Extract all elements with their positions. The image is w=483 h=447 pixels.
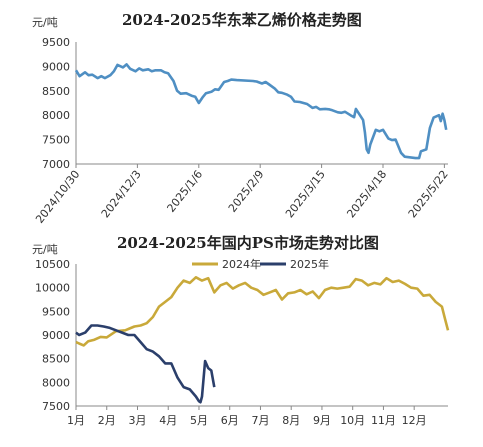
chart1-y-unit-label: 元/吨 (32, 16, 58, 29)
chart1-x-tick-label: 2025/4/18 (344, 168, 389, 220)
chart2-x-tick-label: 2月 (98, 414, 116, 427)
chart1-x-tick-label: 2024/10/30 (33, 168, 82, 226)
chart2-series-line (75, 324, 216, 404)
chart1-y-tick-label: 8000 (42, 109, 70, 122)
chart2-x-tick-label: 12月 (402, 414, 427, 427)
chart2-x-tick-label: 10月 (340, 414, 365, 427)
chart1-y-tick-label: 7500 (42, 134, 70, 147)
chart2-y-tick-label: 9000 (42, 329, 70, 342)
chart2-y-tick-label: 9500 (42, 305, 70, 318)
chart2-legend-label: 2024年 (222, 257, 261, 271)
chart2-title: 2024-2025年国内PS市场走势对比图 (117, 234, 379, 252)
chart2-x-tick-label: 5月 (190, 414, 208, 427)
chart2-y-tick-label: 10500 (35, 258, 70, 271)
chart2-y-tick-label: 10000 (35, 282, 70, 295)
chart2-x-tick-label: 6月 (221, 414, 239, 427)
chart2-x-tick-label: 7月 (251, 414, 269, 427)
chart1-x-tick-label: 2025/5/22 (406, 168, 451, 220)
chart2-y-unit-label: 元/吨 (32, 243, 58, 256)
chart1-series-line (74, 63, 448, 160)
chart2-x-tick-label: 1月 (67, 414, 85, 427)
chart2-y-tick-label: 7500 (42, 400, 70, 413)
chart2-series-line (75, 275, 450, 347)
chart1-y-tick-label: 8500 (42, 85, 70, 98)
chart1-y-tick-label: 9000 (42, 60, 70, 73)
chart2-y-tick-label: 8000 (42, 376, 70, 389)
chart2-x-tick-label: 3月 (128, 414, 146, 427)
chart1-x-tick-label: 2024/12/3 (99, 168, 144, 220)
chart1-y-tick-label: 9500 (42, 36, 70, 49)
chart1-x-tick-label: 2025/2/9 (226, 168, 267, 215)
chart2-legend-label: 2025年 (290, 257, 329, 271)
chart2-x-tick-label: 8月 (282, 414, 300, 427)
chart1-x-tick-label: 2025/1/6 (164, 168, 205, 215)
chart1-x-tick-label: 2025/3/15 (283, 168, 328, 220)
chart1-title: 2024-2025华东苯乙烯价格走势图 (122, 11, 362, 29)
chart1-y-tick-label: 7000 (42, 158, 70, 171)
chart2-y-tick-label: 8500 (42, 353, 70, 366)
chart2-x-tick-label: 11月 (371, 414, 396, 427)
chart2-x-tick-label: 9月 (313, 414, 331, 427)
chart2-x-tick-label: 4月 (159, 414, 177, 427)
